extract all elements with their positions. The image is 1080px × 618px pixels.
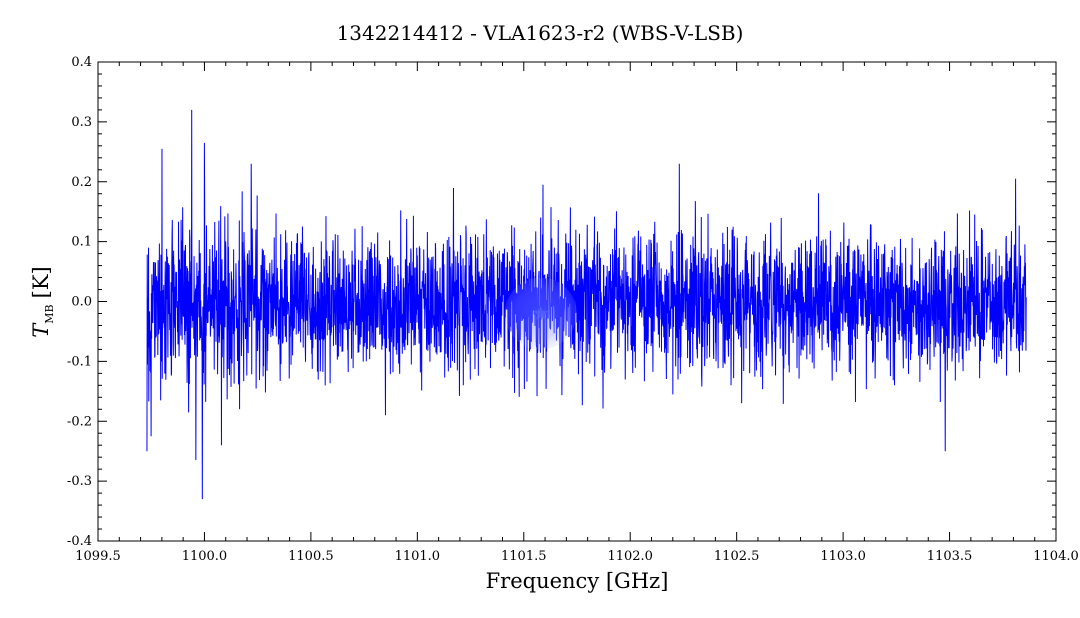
- y-axis-label-subscript: MB: [43, 304, 56, 323]
- x-axis-label: Frequency [GHz]: [486, 569, 669, 593]
- chart-title: 1342214412 - VLA1623-r2 (WBS-V-LSB): [337, 21, 744, 45]
- series-line-spectrum: [146, 109, 1027, 500]
- x-tick-label: 1103.0: [820, 549, 866, 564]
- y-tick-label: 0.0: [71, 295, 92, 310]
- x-tick-label: 1099.5: [75, 549, 121, 564]
- y-axis-label-symbol: T: [29, 322, 53, 338]
- y-tick-label: 0.1: [71, 235, 92, 250]
- x-tick-label: 1100.0: [182, 549, 228, 564]
- y-tick-label: 0.3: [71, 115, 92, 130]
- x-tick-label: 1101.0: [395, 549, 441, 564]
- plot-area: 1099.5 1100.0 1100.5 1101.0 1101.5 1102.0 1102…: [67, 55, 1079, 564]
- y-tick-label: -0.3: [67, 474, 92, 489]
- y-axis-label: TMB [K]: [29, 266, 56, 337]
- y-tick-label: 0.2: [71, 175, 92, 190]
- y-axis-label-unit: [K]: [29, 266, 53, 298]
- x-tick-label: 1102.0: [607, 549, 653, 564]
- line-marker: [504, 277, 577, 350]
- star-icon: [533, 305, 549, 320]
- y-tick-label: -0.1: [67, 354, 92, 369]
- x-tick-label: 1103.5: [927, 549, 973, 564]
- y-tick-label: -0.2: [67, 414, 92, 429]
- x-tick-label: 1101.5: [501, 549, 547, 564]
- svg-text:TMB[K]: TMB [K]: [29, 266, 56, 337]
- x-tick-label: 1102.5: [714, 549, 760, 564]
- x-tick-label: 1100.5: [288, 549, 334, 564]
- x-tick-label: 1104.0: [1033, 549, 1079, 564]
- y-axis: -0.4 -0.3 -0.2 -0.1 0.0 0.1 0.2 0.3 0.4: [67, 55, 1056, 549]
- x-axis: 1099.5 1100.0 1100.5 1101.0 1101.5 1102.0 1102…: [75, 62, 1079, 564]
- y-tick-label: 0.4: [71, 55, 92, 70]
- y-tick-label: -0.4: [67, 534, 92, 549]
